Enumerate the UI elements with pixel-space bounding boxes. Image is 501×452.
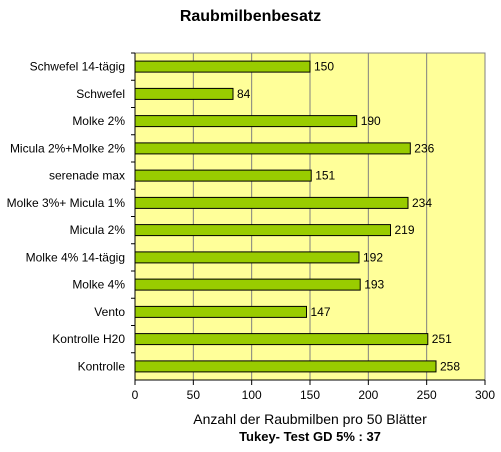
category-label: Schwefel: [76, 87, 125, 101]
category-label: Molke 3%+ Micula 1%: [7, 196, 126, 210]
value-label: 236: [414, 141, 434, 155]
value-label: 84: [237, 87, 251, 101]
bar: [134, 115, 358, 128]
bar: [134, 142, 411, 155]
bar: [134, 60, 311, 73]
category-label: Molke 4% 14-tägig: [26, 250, 125, 264]
bars: [134, 60, 437, 373]
tukey-note: Tukey- Test GD 5% : 37: [239, 429, 381, 444]
value-labels: 150 84 190 236 151 234 219 192 193 147 251 258: [237, 60, 460, 374]
x-tick-label: 250: [417, 388, 437, 402]
category-label: Schwefel 14-tägig: [30, 60, 125, 74]
category-label: Kontrolle H20: [52, 332, 125, 346]
x-tick-label: 100: [242, 388, 262, 402]
x-tick-label: 200: [358, 388, 378, 402]
bar: [134, 87, 234, 100]
category-label: Molke 2%: [72, 114, 125, 128]
value-label: 192: [363, 250, 383, 264]
bar: [134, 169, 312, 182]
category-label: Vento: [94, 305, 125, 319]
bar: [134, 251, 360, 264]
category-label: Micula 2%: [70, 223, 126, 237]
category-label: Kontrolle: [78, 359, 126, 373]
bar: [134, 224, 391, 237]
category-labels: Schwefel 14-tägig Schwefel Molke 2% Micula …: [7, 60, 126, 374]
gridlines: [192, 53, 428, 380]
category-label: serenade max: [49, 169, 125, 183]
value-label: 150: [314, 60, 334, 74]
chart-title: Raubmilbenbesatz: [179, 8, 322, 25]
bar: [134, 333, 429, 346]
value-label: 147: [311, 305, 331, 319]
value-label: 219: [395, 223, 415, 237]
x-axis-label: Anzahl der Raubmilben pro 50 Blätter: [193, 411, 427, 427]
value-label: 190: [361, 114, 381, 128]
bar: [134, 360, 437, 373]
x-tick-label: 0: [132, 388, 139, 402]
x-axis-ticks: 0 50 100 150 200 250 300: [131, 52, 495, 402]
bar: [134, 305, 307, 318]
bar: [134, 278, 361, 291]
x-tick-label: 50: [187, 388, 201, 402]
value-label: 251: [432, 332, 452, 346]
x-tick-label: 150: [300, 388, 320, 402]
value-label: 151: [315, 169, 335, 183]
category-label: Molke 4%: [72, 278, 125, 292]
value-label: 193: [364, 278, 384, 292]
value-label: 258: [440, 359, 460, 373]
x-tick-label: 300: [475, 388, 495, 402]
category-label: Micula 2%+Molke 2%: [10, 141, 125, 155]
value-label: 234: [412, 196, 432, 210]
bar: [134, 196, 409, 209]
